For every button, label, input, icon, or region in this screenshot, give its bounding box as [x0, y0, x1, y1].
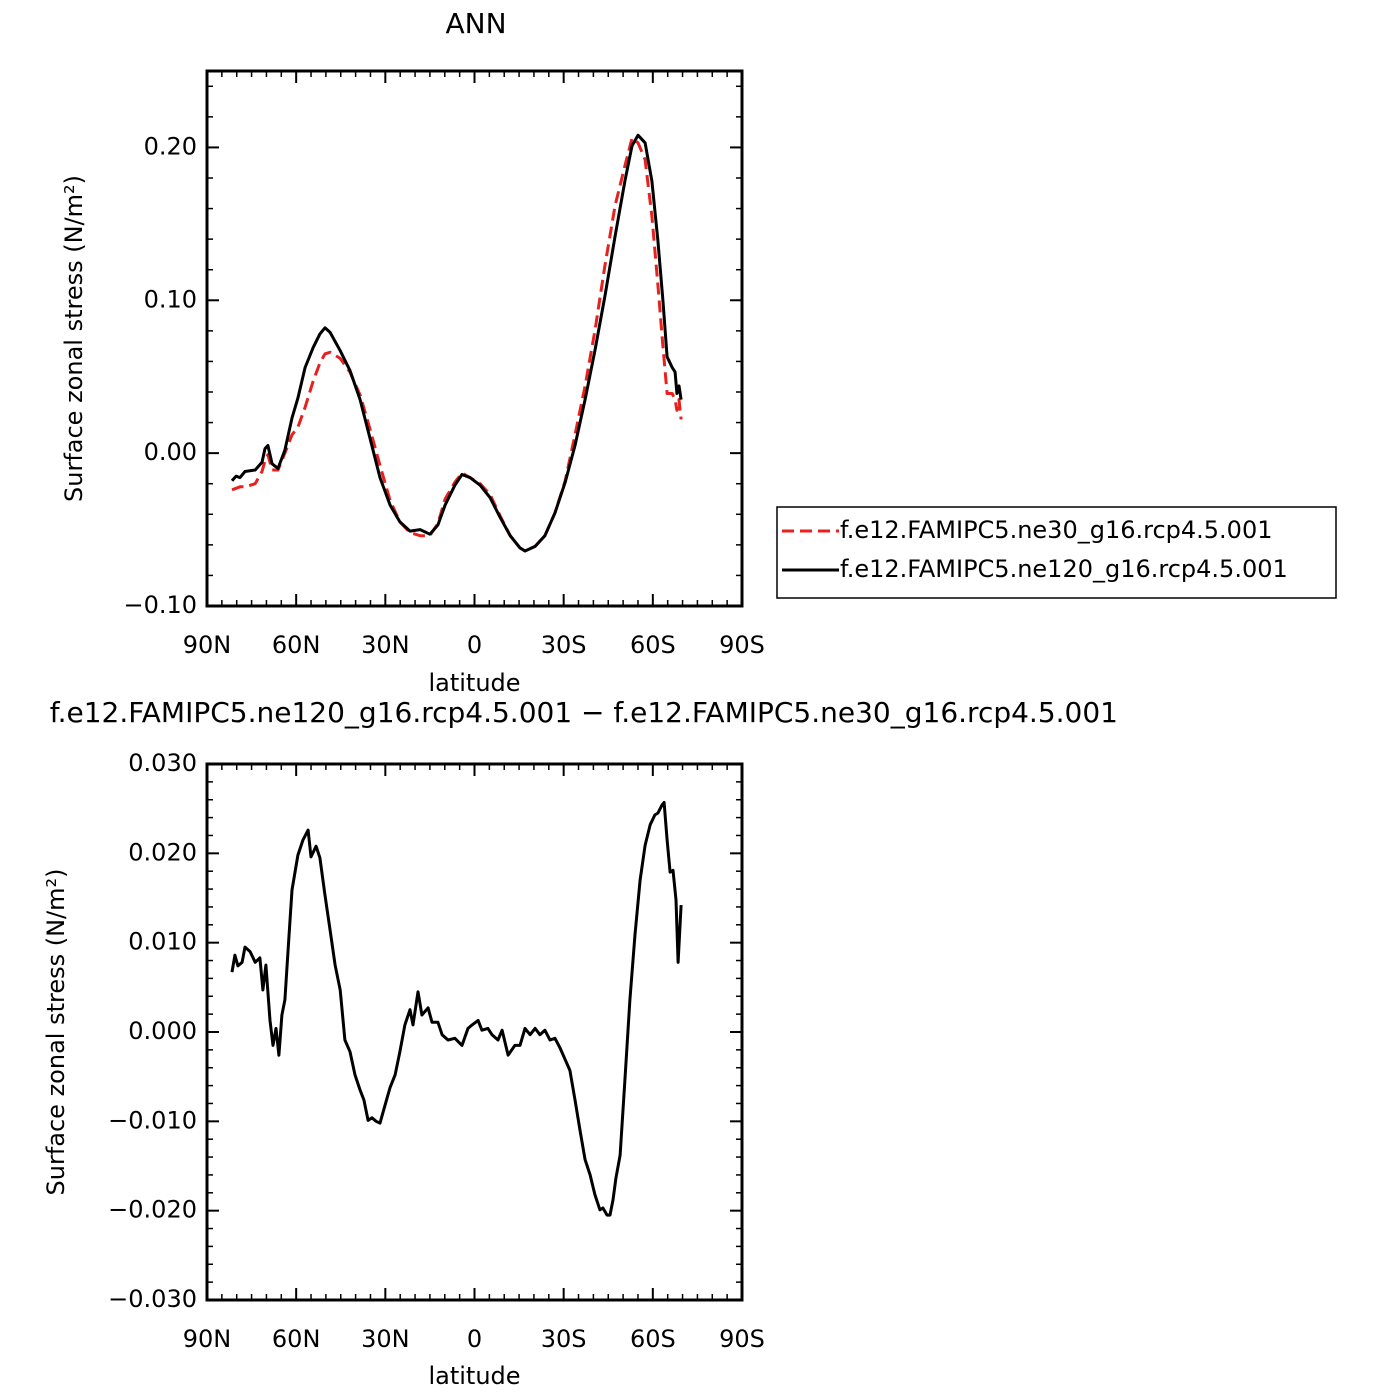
y-tick-label: 0.030 [128, 749, 197, 777]
x-tick-label: 0 [467, 631, 482, 659]
x-tick-label: 60N [272, 1325, 321, 1353]
legend-label: f.e12.FAMIPC5.ne120_g16.rcp4.5.001 [840, 555, 1288, 583]
y-tick-label: −0.030 [108, 1285, 197, 1313]
y-tick-label: −0.020 [108, 1196, 197, 1224]
y-axis-label: Surface zonal stress (N/m²) [60, 175, 88, 502]
x-tick-label: 90N [183, 631, 232, 659]
y-tick-label: 0.20 [144, 132, 197, 160]
chart-title: f.e12.FAMIPC5.ne120_g16.rcp4.5.001 − f.e… [50, 696, 1118, 729]
x-tick-label: 60N [272, 631, 321, 659]
plot-frame [205, 762, 744, 1302]
x-tick-label: 0 [467, 1325, 482, 1353]
x-tick-label: 30N [361, 631, 410, 659]
legend-box [776, 506, 1337, 599]
x-tick-label: 30N [361, 1325, 410, 1353]
y-axis-label: Surface zonal stress (N/m²) [42, 869, 70, 1196]
y-tick-label: 0.010 [128, 928, 197, 956]
x-tick-label: 90S [719, 1325, 765, 1353]
x-tick-label: 60S [630, 631, 676, 659]
x-axis-label: latitude [428, 669, 520, 697]
x-tick-label: 30S [541, 631, 587, 659]
data-line [231, 136, 683, 553]
x-axis-label: latitude [428, 1362, 520, 1390]
y-tick-label: 0.00 [144, 438, 197, 466]
y-tick-label: −0.010 [108, 1106, 197, 1134]
chart-title: ANN [445, 7, 506, 40]
y-tick-label: −0.10 [123, 591, 197, 619]
x-tick-label: 60S [630, 1325, 676, 1353]
x-tick-label: 90N [183, 1325, 232, 1353]
x-tick-label: 90S [719, 631, 765, 659]
x-tick-label: 30S [541, 1325, 587, 1353]
y-tick-label: 0.10 [144, 285, 197, 313]
legend-label: f.e12.FAMIPC5.ne30_g16.rcp4.5.001 [840, 516, 1273, 544]
plot-frame [205, 69, 744, 608]
data-line [230, 133, 683, 553]
y-tick-label: 0.020 [128, 838, 197, 866]
y-tick-label: 0.000 [128, 1017, 197, 1045]
data-line [230, 800, 683, 1217]
